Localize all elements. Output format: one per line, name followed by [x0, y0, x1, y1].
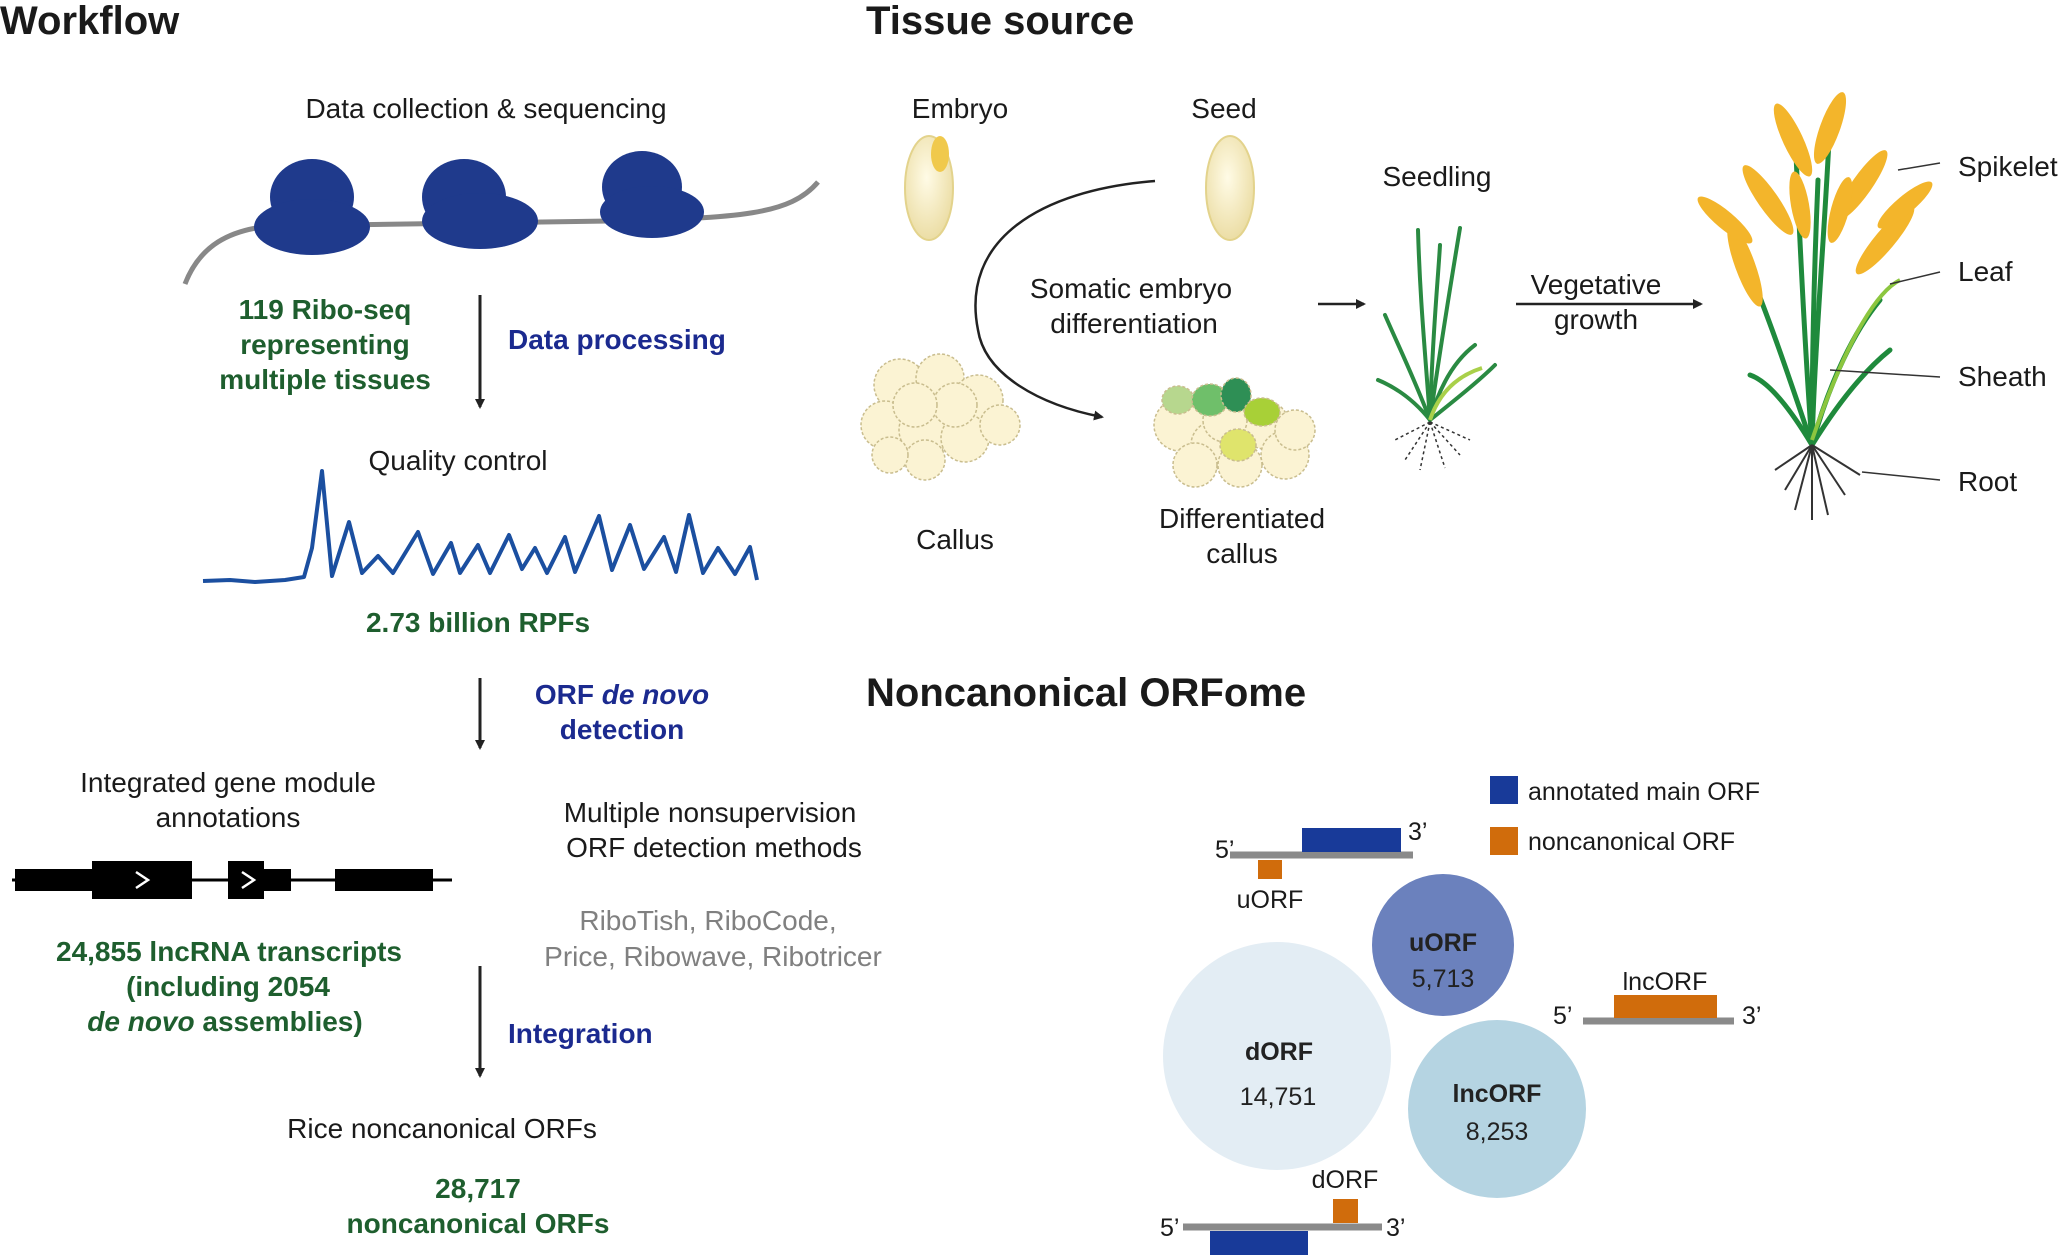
periodicity-trace: [202, 469, 759, 584]
plant-leader-lines: [1829, 162, 1941, 481]
total-orfs-line-2: noncanonical ORFs: [347, 1208, 610, 1239]
spikelet-label: Spikelet: [1958, 151, 2058, 182]
somatic-line-2: differentiation: [1050, 308, 1218, 339]
callus-icon: [860, 353, 1021, 481]
sheath-label: Sheath: [1958, 361, 2047, 392]
dorf-schematic: dORF 5’ 3’: [1160, 1166, 1405, 1255]
uorf-label: uORF: [1237, 886, 1304, 914]
legend-label-main: annotated main ORF: [1528, 778, 1760, 806]
seedling-label: Seedling: [1383, 161, 1492, 192]
uorf-5prime: 5’: [1215, 836, 1234, 864]
chevron-right-icon: [135, 870, 151, 890]
diff-callus-line-2: callus: [1206, 538, 1278, 569]
quality-control-label: Quality control: [369, 445, 548, 476]
bubble-uorf-circle: [1372, 874, 1514, 1016]
seed-label: Seed: [1191, 93, 1256, 124]
rice-orfs-label: Rice noncanonical ORFs: [287, 1113, 597, 1144]
gene-module-line-1: Integrated gene module: [80, 767, 376, 798]
legend-swatch-noncanonical: [1490, 827, 1518, 855]
bubble-uorf-name: uORF: [1409, 929, 1477, 957]
data-processing-label: Data processing: [508, 324, 726, 355]
bubble-lncorf-name: lncORF: [1453, 1080, 1542, 1108]
lncorf-3prime: 3’: [1742, 1002, 1761, 1030]
dorf-5prime: 5’: [1160, 1214, 1179, 1242]
chevron-right-icon: [241, 870, 257, 890]
ribosome-icon: [254, 159, 370, 255]
seedling-icon: [1376, 226, 1497, 471]
bubble-uorf-count: 5,713: [1412, 965, 1475, 993]
lncorf-5prime: 5’: [1553, 1002, 1572, 1030]
leaf-label: Leaf: [1958, 256, 2013, 287]
rpfs-label: 2.73 billion RPFs: [366, 607, 590, 638]
gene-model-diagram: [12, 861, 452, 899]
methods-line-2: ORF detection methods: [566, 832, 862, 863]
tools-line-1: RiboTish, RiboCode,: [579, 905, 836, 936]
integration-label: Integration: [508, 1018, 653, 1049]
ribosome-icon: [600, 151, 704, 238]
embryo-label: Embryo: [912, 93, 1008, 124]
bubble-uorf: uORF 5,713: [1372, 874, 1514, 1016]
gene-module-line-2: annotations: [156, 802, 301, 833]
vegetative-line-2: growth: [1554, 304, 1638, 335]
orf-detection-line-2: detection: [560, 714, 684, 745]
diff-callus-line-1: Differentiated: [1159, 503, 1325, 534]
lncrna-line-1: 24,855 lncRNA transcripts: [56, 936, 402, 967]
legend: annotated main ORF noncanonical ORF: [1490, 776, 1760, 856]
differentiated-callus-icon: [1153, 377, 1316, 488]
differentiation-arrow: [974, 179, 1156, 421]
riboseq-line-2: representing: [240, 329, 410, 360]
tools-line-2: Price, Ribowave, Ribotricer: [544, 941, 882, 972]
methods-line-1: Multiple nonsupervision: [564, 797, 857, 828]
tissue-source-heading: Tissue source: [866, 0, 1134, 43]
bubble-dorf-name: dORF: [1245, 1038, 1313, 1066]
orfome-heading: Noncanonical ORFome: [866, 671, 1306, 715]
bubble-dorf-count: 14,751: [1240, 1083, 1316, 1111]
workflow-heading: Workflow: [0, 0, 180, 43]
riboseq-line-3: multiple tissues: [219, 364, 431, 395]
orf-detection-line-1: ORF de novo: [535, 679, 709, 710]
somatic-line-1: Somatic embryo: [1030, 273, 1232, 304]
callus-label: Callus: [916, 524, 994, 555]
uorf-3prime: 3’: [1408, 818, 1427, 846]
embryo-icon: [904, 135, 954, 241]
lncrna-line-3: de novo assemblies): [87, 1006, 362, 1037]
dorf-3prime: 3’: [1386, 1214, 1405, 1242]
bubble-lncorf-circle: [1408, 1020, 1586, 1198]
bubble-lncorf-count: 8,253: [1466, 1118, 1529, 1146]
ribosome-icon: [422, 159, 538, 249]
lncorf-label: lncORF: [1623, 968, 1708, 996]
lncrna-line-2: (including 2054: [126, 971, 330, 1002]
total-orfs-line-1: 28,717: [435, 1173, 521, 1204]
data-collection-label: Data collection & sequencing: [305, 93, 666, 124]
legend-swatch-main: [1490, 776, 1518, 804]
legend-label-noncanonical: noncanonical ORF: [1528, 828, 1735, 856]
dorf-label: dORF: [1312, 1166, 1379, 1194]
bubble-dorf: dORF 14,751: [1163, 942, 1391, 1170]
uorf-schematic: 5’ 3’ uORF: [1215, 818, 1427, 914]
root-label: Root: [1958, 466, 2017, 497]
lncorf-schematic: lncORF 5’ 3’: [1553, 968, 1761, 1030]
ribosome-mrna-illustration: [182, 151, 820, 285]
riboseq-line-1: 119 Ribo-seq: [239, 294, 412, 325]
vegetative-line-1: Vegetative: [1531, 269, 1662, 300]
seed-icon: [1205, 135, 1255, 241]
rice-plant-icon: [1697, 92, 1933, 520]
bubble-lncorf: lncORF 8,253: [1408, 1020, 1586, 1198]
bubble-dorf-circle: [1163, 942, 1391, 1170]
